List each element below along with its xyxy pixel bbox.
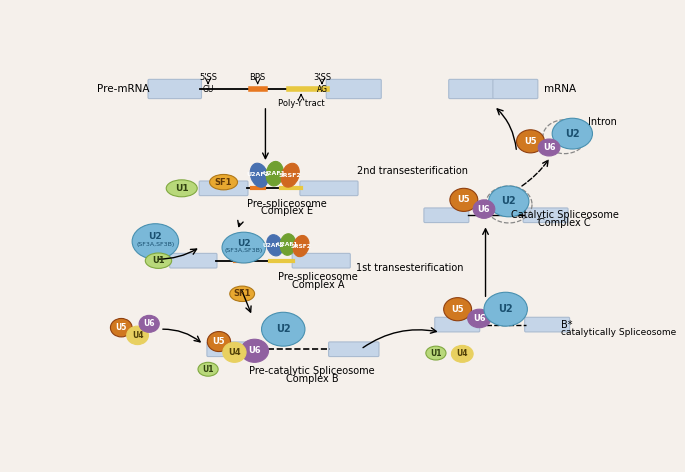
Ellipse shape [222, 232, 265, 263]
Ellipse shape [473, 200, 495, 219]
Text: U2: U2 [149, 232, 162, 241]
Text: 5'SS: 5'SS [199, 73, 217, 82]
Ellipse shape [280, 234, 296, 255]
Ellipse shape [281, 163, 299, 187]
FancyBboxPatch shape [424, 208, 469, 223]
Text: U1: U1 [152, 256, 165, 265]
Text: U5: U5 [451, 305, 464, 314]
Text: Catalytic Spliceosome: Catalytic Spliceosome [510, 210, 619, 220]
Text: U5: U5 [212, 337, 225, 346]
Text: AG: AG [316, 85, 327, 94]
Text: mRNA: mRNA [544, 84, 576, 94]
Ellipse shape [293, 236, 309, 257]
Text: BPS: BPS [249, 73, 266, 82]
Text: U2: U2 [276, 324, 290, 334]
Text: SRSF2: SRSF2 [290, 244, 312, 249]
Text: Complex C: Complex C [538, 218, 591, 228]
Text: U5: U5 [458, 195, 470, 204]
Text: U2AF1: U2AF1 [276, 242, 298, 247]
Text: 1st transesterification: 1st transesterification [356, 263, 463, 273]
Ellipse shape [488, 186, 529, 217]
Ellipse shape [198, 362, 218, 376]
Ellipse shape [516, 130, 545, 153]
Text: U6: U6 [477, 204, 490, 214]
Text: SRSF2: SRSF2 [279, 173, 301, 178]
Ellipse shape [552, 118, 593, 149]
Text: U6: U6 [473, 314, 486, 323]
Text: U2: U2 [499, 304, 513, 314]
FancyBboxPatch shape [493, 79, 538, 99]
Text: U4: U4 [228, 348, 240, 357]
Text: U2AF2: U2AF2 [262, 243, 284, 248]
Text: U1: U1 [175, 184, 188, 193]
Text: (SF3A,SF3B): (SF3A,SF3B) [225, 248, 263, 253]
Text: SF1: SF1 [234, 289, 251, 298]
Ellipse shape [208, 331, 231, 352]
Ellipse shape [426, 346, 446, 360]
Text: U6: U6 [248, 346, 261, 355]
Text: U1: U1 [202, 365, 214, 374]
Text: Poly-Y tract: Poly-Y tract [277, 99, 325, 108]
Text: U2AF1: U2AF1 [262, 171, 286, 176]
Ellipse shape [229, 286, 255, 302]
Text: U5: U5 [524, 137, 537, 146]
Text: Pre-spliceosome: Pre-spliceosome [247, 199, 327, 209]
Text: Pre-mRNA: Pre-mRNA [97, 84, 149, 94]
Ellipse shape [250, 163, 269, 187]
Ellipse shape [166, 180, 197, 197]
Text: Complex A: Complex A [292, 279, 345, 289]
Text: U2AF2: U2AF2 [246, 172, 269, 177]
Ellipse shape [468, 309, 491, 328]
Text: U4: U4 [456, 349, 468, 358]
Ellipse shape [223, 342, 246, 362]
FancyBboxPatch shape [300, 181, 358, 195]
Ellipse shape [145, 253, 172, 269]
Text: 2nd transesterification: 2nd transesterification [357, 166, 468, 176]
FancyBboxPatch shape [525, 317, 570, 332]
Text: U2: U2 [565, 129, 580, 139]
Text: U2: U2 [501, 196, 516, 206]
Text: catalytically Spliceosome: catalytically Spliceosome [561, 328, 676, 337]
Ellipse shape [127, 326, 149, 345]
Ellipse shape [110, 319, 132, 337]
Ellipse shape [240, 339, 269, 362]
FancyBboxPatch shape [435, 317, 480, 332]
FancyBboxPatch shape [329, 342, 379, 356]
Text: B*: B* [561, 320, 572, 329]
Text: 3'SS: 3'SS [313, 73, 331, 82]
Ellipse shape [139, 315, 159, 332]
Text: U4: U4 [132, 331, 143, 340]
Text: U6: U6 [543, 143, 556, 152]
Text: U5: U5 [116, 323, 127, 332]
FancyBboxPatch shape [292, 253, 350, 268]
Ellipse shape [444, 298, 471, 321]
FancyBboxPatch shape [523, 208, 568, 223]
Text: GU: GU [202, 85, 214, 94]
Text: SF1: SF1 [215, 177, 232, 186]
FancyBboxPatch shape [207, 342, 260, 356]
Ellipse shape [266, 235, 283, 256]
Ellipse shape [538, 139, 560, 156]
Text: Intron: Intron [588, 117, 616, 127]
Ellipse shape [262, 312, 305, 346]
Text: U2: U2 [237, 239, 251, 248]
FancyBboxPatch shape [449, 79, 494, 99]
FancyBboxPatch shape [170, 253, 217, 268]
Ellipse shape [484, 292, 527, 326]
Text: Complex B: Complex B [286, 373, 338, 383]
Text: Pre-spliceosome: Pre-spliceosome [278, 272, 358, 282]
Ellipse shape [266, 161, 284, 186]
Ellipse shape [451, 346, 473, 362]
FancyBboxPatch shape [326, 79, 382, 99]
Text: Complex E: Complex E [261, 206, 313, 216]
Text: U6: U6 [143, 320, 155, 329]
FancyBboxPatch shape [148, 79, 201, 99]
Text: Pre-catalytic Spliceosome: Pre-catalytic Spliceosome [249, 366, 375, 376]
Text: (SF3A,SF3B): (SF3A,SF3B) [136, 242, 175, 247]
Text: U1: U1 [430, 349, 442, 358]
Ellipse shape [450, 188, 477, 211]
FancyBboxPatch shape [199, 181, 248, 195]
Ellipse shape [210, 175, 238, 190]
Ellipse shape [132, 224, 179, 259]
